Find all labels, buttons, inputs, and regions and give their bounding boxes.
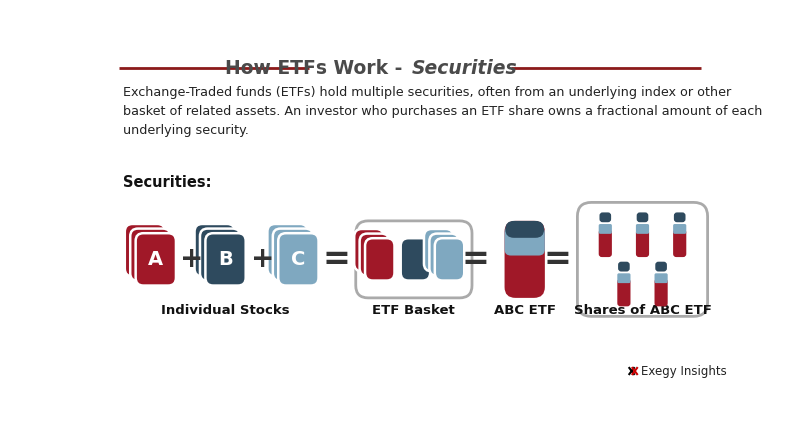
FancyBboxPatch shape [598, 230, 612, 257]
FancyBboxPatch shape [273, 229, 313, 281]
FancyBboxPatch shape [278, 233, 318, 286]
FancyBboxPatch shape [599, 212, 611, 222]
FancyBboxPatch shape [673, 230, 686, 257]
FancyBboxPatch shape [598, 224, 612, 234]
Text: =: = [462, 243, 490, 276]
FancyBboxPatch shape [655, 262, 667, 272]
Text: How ETFs Work -: How ETFs Work - [225, 59, 409, 78]
FancyBboxPatch shape [636, 230, 649, 257]
Text: Exegy Insights: Exegy Insights [641, 365, 726, 378]
FancyBboxPatch shape [200, 229, 240, 281]
FancyBboxPatch shape [637, 212, 648, 222]
Text: Shares of ABC ETF: Shares of ABC ETF [574, 304, 711, 317]
FancyBboxPatch shape [578, 202, 708, 316]
Text: +: + [251, 245, 274, 273]
FancyBboxPatch shape [424, 229, 454, 271]
Text: ETF Basket: ETF Basket [373, 304, 455, 317]
FancyBboxPatch shape [360, 233, 389, 276]
FancyBboxPatch shape [618, 273, 630, 283]
FancyBboxPatch shape [365, 238, 394, 281]
FancyBboxPatch shape [654, 279, 668, 306]
FancyBboxPatch shape [194, 224, 235, 276]
FancyBboxPatch shape [435, 238, 464, 281]
Text: A: A [148, 250, 163, 269]
Text: Individual Stocks: Individual Stocks [162, 304, 290, 317]
FancyBboxPatch shape [506, 221, 544, 238]
FancyBboxPatch shape [505, 226, 545, 256]
FancyBboxPatch shape [673, 224, 686, 234]
FancyBboxPatch shape [505, 221, 545, 298]
FancyBboxPatch shape [618, 262, 630, 272]
FancyBboxPatch shape [356, 221, 472, 298]
FancyBboxPatch shape [401, 238, 430, 281]
FancyBboxPatch shape [636, 224, 649, 234]
Text: B: B [218, 250, 233, 269]
Text: ABC ETF: ABC ETF [494, 304, 556, 317]
FancyBboxPatch shape [206, 233, 246, 286]
FancyBboxPatch shape [674, 212, 686, 222]
FancyBboxPatch shape [125, 224, 165, 276]
FancyBboxPatch shape [267, 224, 308, 276]
FancyBboxPatch shape [618, 279, 630, 306]
Text: +: + [180, 245, 203, 273]
Text: Securities:: Securities: [123, 175, 212, 190]
FancyBboxPatch shape [136, 233, 176, 286]
FancyBboxPatch shape [654, 273, 668, 283]
Text: =: = [543, 243, 571, 276]
FancyBboxPatch shape [430, 233, 459, 276]
FancyBboxPatch shape [130, 229, 170, 281]
Text: Exchange-Traded funds (ETFs) hold multiple securities, often from an underlying : Exchange-Traded funds (ETFs) hold multip… [123, 86, 762, 137]
FancyBboxPatch shape [354, 229, 384, 271]
Text: Securities: Securities [411, 59, 517, 78]
Text: =: = [322, 243, 350, 276]
Text: C: C [291, 250, 306, 269]
